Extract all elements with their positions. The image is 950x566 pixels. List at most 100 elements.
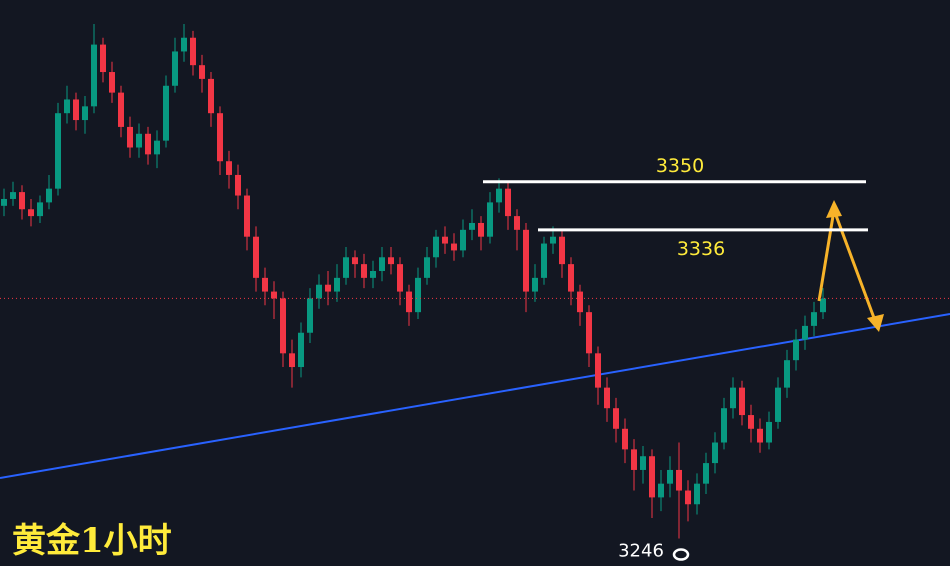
candle-body (397, 264, 403, 292)
candle-body (478, 222, 484, 237)
candle-body (694, 483, 700, 505)
candle-body (28, 209, 34, 217)
candle-body (298, 332, 304, 368)
candle-body (235, 174, 241, 196)
arrow-head (826, 200, 842, 218)
candle-body (154, 140, 160, 155)
candle-body (388, 257, 394, 265)
candle-body (172, 51, 178, 86)
candle-body (406, 291, 412, 313)
candle-body (37, 202, 43, 217)
candle-body (685, 490, 691, 505)
candle-body (820, 298, 826, 313)
candle-body (226, 161, 232, 175)
candle-body (739, 387, 745, 416)
candle-body (424, 257, 430, 278)
candle-body (532, 277, 538, 292)
candle-body (649, 456, 655, 498)
candle-body (487, 202, 493, 237)
candle-body (514, 216, 520, 230)
candle-body (748, 415, 754, 429)
candle-body (802, 325, 808, 340)
candle-body (136, 133, 142, 148)
candle-body (658, 483, 664, 498)
candle-body (379, 257, 385, 271)
candle-body (145, 133, 151, 155)
candle-body (64, 99, 70, 114)
candle-body (208, 78, 214, 114)
candle-body (370, 270, 376, 278)
candle-body (19, 192, 25, 210)
candle-body (10, 192, 16, 199)
candle-body (1, 198, 7, 206)
candle-body (127, 126, 133, 148)
candle-body (118, 92, 124, 127)
candle-body (91, 44, 97, 107)
level-label: 3350 (656, 155, 704, 177)
candle-body (217, 113, 223, 162)
candle-body (595, 353, 601, 388)
candle-body (586, 312, 592, 354)
candle-body (541, 243, 547, 278)
candle-body (334, 277, 340, 292)
candle-body (163, 85, 169, 141)
candle-body (361, 264, 367, 278)
candle-body (190, 37, 196, 66)
candle-body (109, 72, 115, 93)
candle-body (325, 284, 331, 292)
candle-body (523, 229, 529, 292)
arrow-head (867, 314, 884, 332)
candle-body (280, 298, 286, 354)
candle-body (352, 257, 358, 265)
candle-body (244, 195, 250, 237)
candle-body (622, 428, 628, 450)
candle-body (460, 229, 466, 251)
candle-body (703, 463, 709, 484)
candle-body (721, 408, 727, 443)
candle-body (667, 469, 673, 484)
candle-body (289, 353, 295, 368)
candle-body (766, 421, 772, 443)
projection-arrow (817, 204, 879, 327)
candle-body (613, 408, 619, 429)
candle-body (505, 188, 511, 217)
level-label: 3336 (677, 238, 725, 260)
candle-body (604, 387, 610, 409)
low-label: 3246 (618, 541, 664, 562)
candle-body (343, 257, 349, 278)
candle-body (784, 360, 790, 388)
candle-body (100, 44, 106, 73)
candle-body (676, 469, 682, 491)
candle-body (253, 236, 259, 278)
candle-body (262, 277, 268, 292)
candle-body (757, 428, 763, 443)
candle-body (316, 284, 322, 299)
candle-body (640, 456, 646, 470)
candle-body (73, 99, 79, 121)
candle-body (550, 236, 556, 244)
candle-body (469, 222, 475, 230)
candle-body (307, 298, 313, 333)
candle-body (451, 243, 457, 251)
candle-body (730, 387, 736, 409)
candle-body (181, 37, 187, 52)
low-marker (672, 548, 690, 561)
candle-body (559, 236, 565, 265)
candle-body (631, 449, 637, 470)
candle-body (271, 291, 277, 299)
chart-title: 黄金1小时 (12, 521, 172, 561)
trend-line (0, 313, 950, 479)
candle-body (712, 442, 718, 464)
candle-body (433, 236, 439, 258)
candle-body (46, 188, 52, 203)
candles (1, 24, 826, 539)
candle-body (55, 113, 61, 189)
candle-body (568, 264, 574, 292)
candle-body (775, 387, 781, 422)
candle-body (577, 291, 583, 313)
candle-body (82, 106, 88, 121)
candle-body (793, 339, 799, 361)
candle-body (496, 188, 502, 203)
